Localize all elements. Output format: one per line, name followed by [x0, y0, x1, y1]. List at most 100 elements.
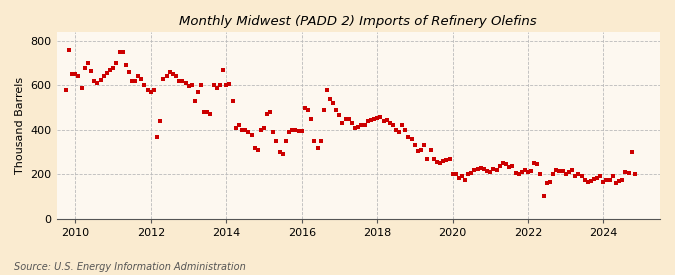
- Point: [152, 134, 163, 139]
- Point: [419, 143, 430, 148]
- Point: [460, 178, 470, 182]
- Point: [497, 161, 508, 166]
- Point: [155, 119, 165, 123]
- Point: [406, 137, 417, 141]
- Point: [325, 97, 335, 101]
- Point: [337, 121, 348, 125]
- Point: [302, 108, 313, 112]
- Point: [516, 170, 527, 174]
- Point: [372, 116, 383, 120]
- Point: [378, 119, 389, 123]
- Point: [412, 149, 423, 153]
- Point: [548, 172, 559, 177]
- Point: [63, 48, 74, 52]
- Point: [280, 139, 291, 143]
- Point: [608, 173, 618, 178]
- Point: [202, 110, 213, 114]
- Point: [564, 170, 574, 174]
- Point: [576, 173, 587, 178]
- Point: [626, 150, 637, 154]
- Point: [394, 130, 404, 134]
- Point: [124, 70, 134, 74]
- Point: [308, 139, 319, 143]
- Point: [277, 152, 288, 156]
- Point: [604, 178, 615, 182]
- Point: [252, 148, 263, 152]
- Point: [275, 150, 286, 154]
- Point: [114, 50, 125, 54]
- Point: [205, 112, 216, 117]
- Point: [230, 125, 241, 130]
- Point: [218, 68, 229, 72]
- Point: [196, 83, 207, 87]
- Point: [629, 172, 640, 177]
- Point: [76, 86, 87, 90]
- Text: Source: U.S. Energy Information Administration: Source: U.S. Energy Information Administ…: [14, 262, 245, 272]
- Point: [504, 164, 514, 169]
- Point: [479, 167, 489, 171]
- Point: [67, 72, 78, 76]
- Point: [111, 61, 122, 65]
- Point: [284, 130, 295, 134]
- Point: [299, 105, 310, 110]
- Title: Monthly Midwest (PADD 2) Imports of Refinery Olefins: Monthly Midwest (PADD 2) Imports of Refi…: [180, 15, 537, 28]
- Point: [80, 65, 90, 70]
- Point: [614, 179, 624, 183]
- Point: [221, 83, 232, 87]
- Point: [312, 145, 323, 150]
- Point: [586, 179, 597, 183]
- Point: [491, 168, 502, 172]
- Point: [92, 81, 103, 85]
- Point: [425, 148, 436, 152]
- Point: [259, 125, 269, 130]
- Point: [456, 173, 467, 178]
- Point: [164, 70, 175, 74]
- Point: [475, 166, 486, 170]
- Point: [494, 163, 505, 168]
- Point: [365, 118, 376, 122]
- Point: [321, 88, 332, 92]
- Point: [362, 119, 373, 123]
- Point: [444, 157, 455, 161]
- Point: [190, 99, 200, 103]
- Point: [296, 129, 307, 133]
- Point: [532, 162, 543, 167]
- Point: [127, 79, 138, 83]
- Point: [529, 161, 540, 166]
- Point: [610, 181, 621, 186]
- Point: [369, 117, 379, 121]
- Point: [199, 110, 210, 114]
- Point: [554, 169, 565, 173]
- Point: [318, 108, 329, 112]
- Point: [265, 110, 276, 114]
- Point: [142, 88, 153, 92]
- Point: [598, 180, 609, 185]
- Point: [573, 172, 584, 177]
- Point: [73, 74, 84, 79]
- Point: [526, 169, 537, 173]
- Point: [133, 74, 144, 79]
- Point: [485, 170, 495, 174]
- Point: [437, 159, 448, 163]
- Point: [623, 171, 634, 175]
- Point: [454, 175, 464, 180]
- Point: [507, 163, 518, 168]
- Point: [350, 125, 360, 130]
- Point: [86, 69, 97, 73]
- Point: [139, 83, 150, 87]
- Point: [466, 171, 477, 175]
- Point: [375, 114, 385, 119]
- Point: [234, 123, 244, 128]
- Point: [70, 72, 81, 76]
- Point: [108, 65, 119, 70]
- Point: [262, 112, 273, 117]
- Point: [224, 82, 235, 86]
- Point: [306, 117, 317, 121]
- Point: [315, 139, 326, 143]
- Point: [570, 173, 580, 178]
- Point: [356, 123, 367, 128]
- Point: [145, 90, 156, 94]
- Point: [237, 128, 248, 132]
- Point: [95, 78, 106, 82]
- Point: [183, 84, 194, 89]
